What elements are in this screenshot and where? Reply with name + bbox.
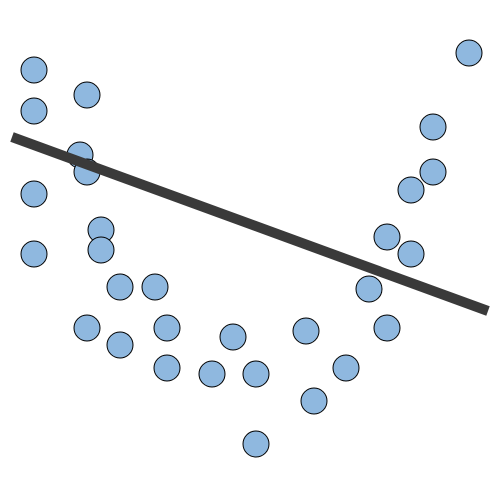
scatter-point-1 xyxy=(20,97,48,125)
scatter-point-24 xyxy=(153,354,181,382)
scatter-point-27 xyxy=(332,354,360,382)
scatter-point-14 xyxy=(20,240,48,268)
scatter-point-15 xyxy=(106,273,134,301)
scatter-point-11 xyxy=(87,236,115,264)
scatter-point-12 xyxy=(373,223,401,251)
scatter-point-9 xyxy=(397,176,425,204)
scatter-point-7 xyxy=(20,180,48,208)
scatter-point-8 xyxy=(419,158,447,186)
scatter-point-19 xyxy=(153,314,181,342)
fit-line xyxy=(10,132,490,316)
fit-line-layer xyxy=(10,132,490,316)
scatter-point-2 xyxy=(73,81,101,109)
scatter-points xyxy=(20,39,483,458)
scatter-point-13 xyxy=(397,240,425,268)
scatter-point-23 xyxy=(106,331,134,359)
scatter-point-17 xyxy=(355,275,383,303)
scatter-point-4 xyxy=(419,113,447,141)
scatter-point-22 xyxy=(219,323,247,351)
scatter-point-29 xyxy=(242,430,270,458)
scatter-point-16 xyxy=(141,273,169,301)
scatter-point-25 xyxy=(198,360,226,388)
scatter-point-21 xyxy=(292,317,320,345)
scatter-point-0 xyxy=(20,56,48,84)
scatter-point-20 xyxy=(373,314,401,342)
scatter-point-18 xyxy=(73,314,101,342)
scatter-point-26 xyxy=(242,360,270,388)
scatter-point-28 xyxy=(300,387,328,415)
scatter-point-3 xyxy=(455,39,483,67)
